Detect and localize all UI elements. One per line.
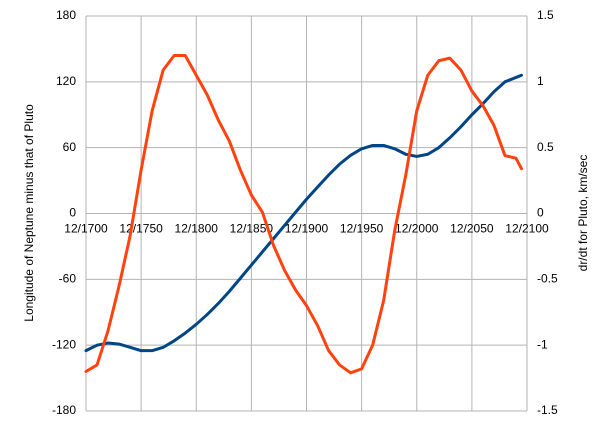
x-tick-label: 12/1800 [175, 222, 219, 236]
y2-tick-label: -1 [537, 337, 548, 351]
y2-tick-label: 1.5 [537, 8, 554, 22]
y-tick-label: 0 [69, 206, 76, 220]
x-tick-label: 12/2100 [505, 222, 549, 236]
y-tick-label: -60 [59, 272, 77, 286]
y-axis-label: Longitude of Neptune minus that of Pluto [22, 104, 36, 322]
y2-tick-label: -0.5 [537, 272, 558, 286]
x-tick-label: 12/1900 [285, 222, 329, 236]
x-tick-label: 12/1700 [64, 222, 108, 236]
y2-axis-label: dr/dt for Pluto, km/sec [576, 155, 590, 272]
y-tick-label: -180 [52, 403, 76, 417]
y-tick-label: 60 [63, 140, 77, 154]
x-tick-label: 12/1950 [340, 222, 384, 236]
x-tick-label: 12/1750 [119, 222, 163, 236]
y2-tick-label: 0.5 [537, 140, 554, 154]
y2-tick-label: -1.5 [537, 403, 558, 417]
data-line [84, 54, 523, 375]
y2-tick-label: 0 [537, 206, 544, 220]
y2-tick-label: 1 [537, 74, 544, 88]
x-tick-label: 12/2000 [395, 222, 439, 236]
x-tick-label: 12/2050 [450, 222, 494, 236]
y-tick-label: 180 [56, 8, 76, 22]
data-line [84, 73, 523, 353]
y-tick-label: -120 [52, 337, 76, 351]
y-tick-label: 120 [56, 74, 76, 88]
x-tick-label: 12/1850 [230, 222, 274, 236]
